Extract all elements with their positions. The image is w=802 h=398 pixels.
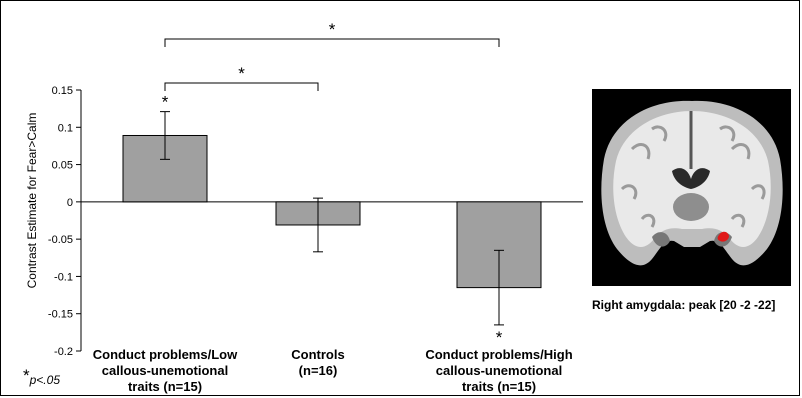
y-tick-label: 0.05	[52, 160, 73, 172]
y-axis-label: Contrast Estimate for Fear>Calm	[25, 113, 39, 289]
bracket-star: *	[329, 20, 336, 39]
category-label: callous-unemotional	[102, 363, 228, 378]
y-tick-label: -0.15	[48, 309, 73, 321]
footnote-star: *	[23, 366, 30, 385]
significance-footnote: *p<.05	[23, 366, 60, 389]
brain-coronal-slice	[601, 100, 783, 266]
significance-bracket	[164, 38, 500, 47]
category-label: callous-unemotional	[436, 363, 562, 378]
significance-star: *	[496, 328, 503, 347]
brain-scan-image	[592, 89, 791, 286]
y-tick-label: 0	[67, 197, 73, 209]
category-label: Controls	[291, 347, 344, 362]
y-tick-label: 0.1	[58, 122, 73, 134]
significance-star: *	[162, 93, 169, 112]
y-tick-label: -0.05	[48, 234, 73, 246]
category-label: traits (n=15)	[462, 379, 536, 394]
amygdala-highlight	[717, 231, 729, 242]
lateral-ventricles	[672, 168, 710, 189]
category-label: (n=16)	[299, 363, 338, 378]
y-tick-label: -0.1	[54, 271, 73, 283]
footnote-text: p<.05	[29, 373, 60, 387]
significance-bracket	[164, 82, 319, 91]
y-tick-label: 0.15	[52, 85, 73, 97]
category-label: Conduct problems/High	[425, 347, 572, 362]
bracket-star: *	[238, 64, 245, 83]
y-tick-label: -0.2	[54, 346, 73, 358]
category-label: traits (n=15)	[128, 379, 202, 394]
brain-caption: Right amygdala: peak [20 -2 -22]	[592, 298, 776, 312]
basal-ganglia	[673, 193, 709, 221]
cortical-folds	[620, 125, 766, 228]
category-label: Conduct problems/Low	[93, 347, 238, 362]
